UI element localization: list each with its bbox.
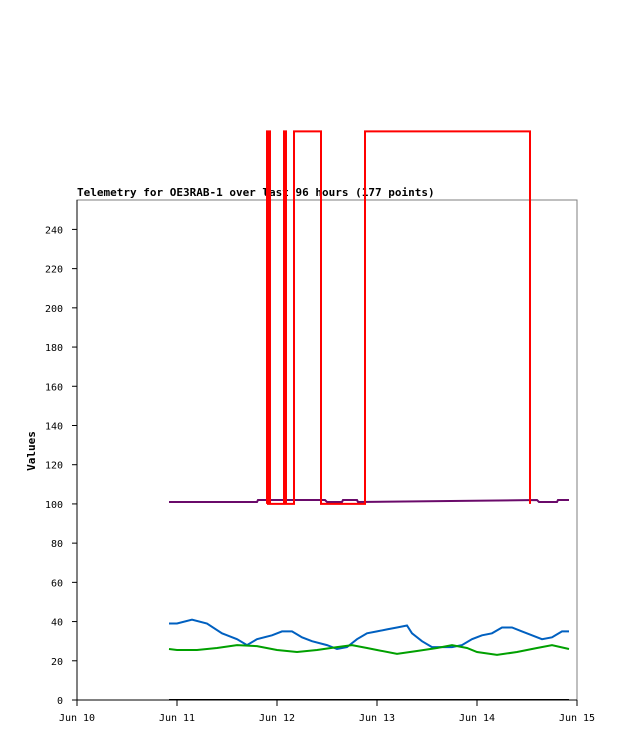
y-tick-label: 60: [51, 578, 63, 589]
y-tick-label: 160: [45, 382, 63, 393]
x-tick-label: Jun 13: [359, 713, 395, 724]
x-tick-label: Jun 10: [59, 713, 95, 724]
y-tick-label: 0: [57, 696, 63, 707]
series-line-4: [266, 130, 531, 505]
series-line-2: [168, 644, 570, 656]
y-tick-label: 140: [45, 421, 63, 432]
series-line-1: [169, 618, 569, 651]
y-tick-label: 20: [51, 657, 63, 668]
y-tick-label: 220: [45, 265, 63, 276]
x-tick-label: Jun 11: [159, 713, 195, 724]
x-tick-label: Jun 12: [259, 713, 295, 724]
series-layer: [168, 130, 570, 700]
chart-title: Telemetry for OE3RAB-1 over last 96 hour…: [77, 186, 435, 199]
x-tick-label: Jun 14: [459, 713, 495, 724]
y-tick-label: 180: [45, 343, 63, 354]
y-tick-label: 100: [45, 500, 63, 511]
plot-frame: [76, 199, 578, 701]
y-tick-label: 120: [45, 461, 63, 472]
x-tick-label: Jun 15: [559, 713, 595, 724]
y-tick-label: 80: [51, 539, 63, 550]
y-tick-label: 200: [45, 304, 63, 315]
y-tick-label: 240: [45, 225, 63, 236]
y-tick-label: 40: [51, 618, 63, 629]
x-axis-ticks: Jun 10 Jun 11 Jun 12 Jun 13 Jun 14 Jun 15: [59, 700, 595, 724]
series-line-0: [169, 498, 569, 504]
y-axis-label: Values: [25, 431, 38, 471]
y-axis-ticks: 0 20 40 60 80 100 120 140 160 180 200 220 240: [45, 225, 77, 707]
